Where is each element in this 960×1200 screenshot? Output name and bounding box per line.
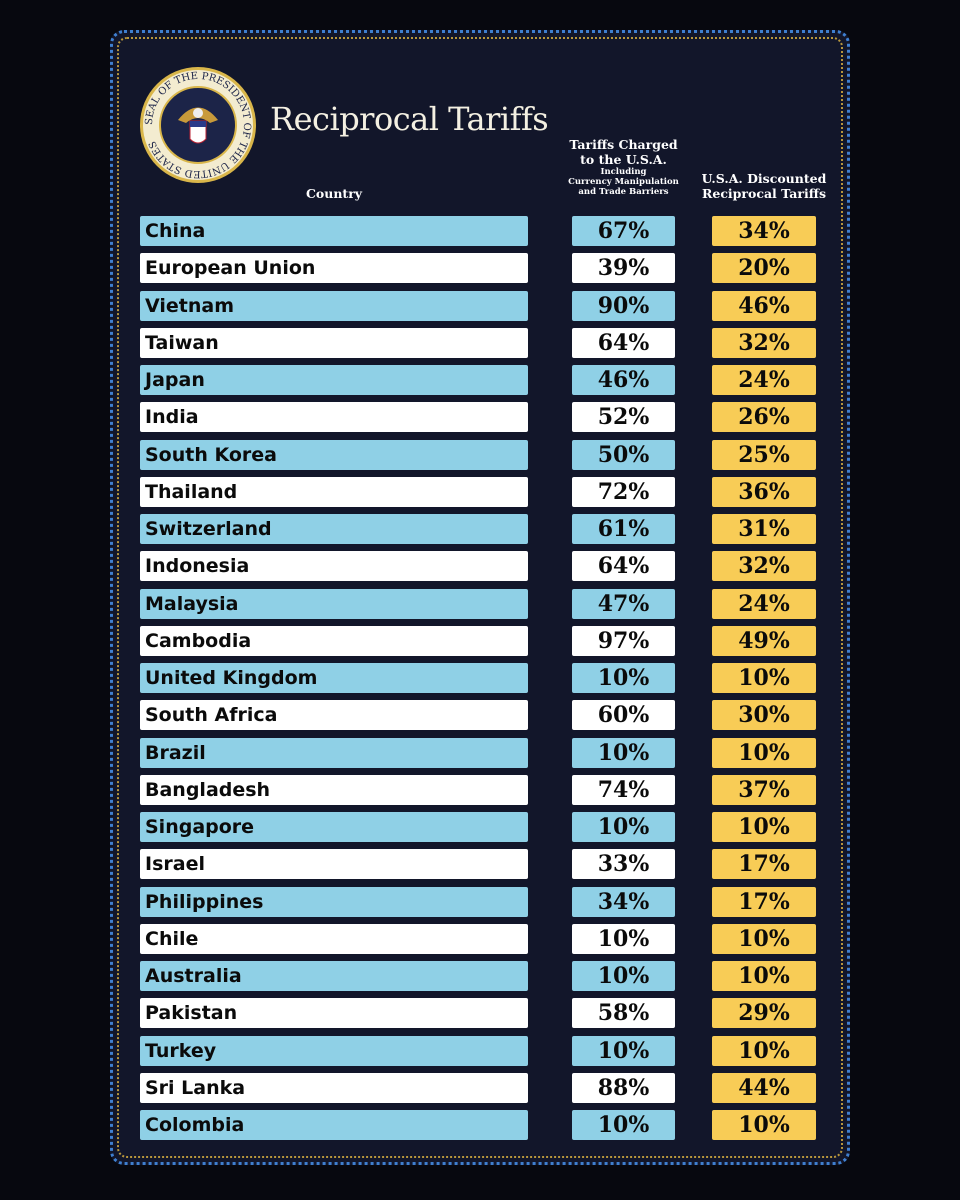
column-header: Reciprocal Tariffs: [701, 186, 826, 201]
tariff-cell: 20%: [712, 253, 816, 284]
tariff-cell: 10%: [572, 1110, 675, 1140]
tariff-cell: 34%: [712, 216, 816, 246]
tariff-cell: 10%: [712, 1035, 816, 1066]
tariff-cell: 64%: [572, 551, 675, 582]
tariff-cell: 46%: [712, 290, 816, 321]
country-cell: South Africa: [140, 700, 528, 731]
tariff-cell: 49%: [712, 625, 816, 656]
tariff-cell: 32%: [712, 327, 816, 358]
tariff-cell: 10%: [712, 961, 816, 991]
tariff-cell: 33%: [572, 849, 675, 880]
tariff-cell: 60%: [572, 700, 675, 731]
tariff-cell: 10%: [572, 663, 675, 693]
tariff-cell: 50%: [572, 439, 675, 470]
country-cell: Sri Lanka: [140, 1072, 528, 1103]
country-cell: Bangladesh: [140, 774, 528, 805]
tariff-cell: 10%: [572, 923, 675, 954]
country-cell: India: [140, 402, 528, 433]
tariff-cell: 97%: [572, 625, 675, 656]
tariff-cell: 31%: [712, 514, 816, 544]
tariff-cell: 39%: [572, 253, 675, 284]
country-cell: Pakistan: [140, 998, 528, 1029]
country-cell: Cambodia: [140, 625, 528, 656]
column-header: U.S.A. Discounted: [701, 171, 827, 186]
tariff-cell: 17%: [712, 849, 816, 880]
tariff-cell: 46%: [572, 365, 675, 395]
country-cell: Switzerland: [140, 514, 528, 544]
tariff-cell: 47%: [572, 588, 675, 619]
tariff-cell: 58%: [572, 998, 675, 1029]
tariff-cell: 10%: [572, 1035, 675, 1066]
tariff-cell: 10%: [712, 737, 816, 768]
tariff-cell: 44%: [712, 1072, 816, 1103]
country-cell: Brazil: [140, 737, 528, 768]
tariff-cell: 10%: [572, 961, 675, 991]
column-subheader: and Trade Barriers: [578, 187, 669, 197]
country-cell: Thailand: [140, 476, 528, 507]
tariff-cell: 10%: [712, 1110, 816, 1140]
country-cell: Turkey: [140, 1035, 528, 1066]
tariff-cell: 52%: [572, 402, 675, 433]
tariff-cell: 10%: [712, 923, 816, 954]
tariff-cell: 30%: [712, 700, 816, 731]
country-cell: Malaysia: [140, 588, 528, 619]
country-cell: Indonesia: [140, 551, 528, 582]
column-header: Tariffs Charged: [569, 137, 678, 152]
panel-inner-border: [117, 37, 843, 1158]
country-cell: South Korea: [140, 439, 528, 470]
tariff-cell: 88%: [572, 1072, 675, 1103]
country-cell: Vietnam: [140, 290, 528, 321]
tariff-cell: 90%: [572, 290, 675, 321]
tariff-cell: 61%: [572, 514, 675, 544]
country-cell: European Union: [140, 253, 528, 284]
column-subheader: Including: [600, 167, 647, 177]
tariff-cell: 24%: [712, 588, 816, 619]
tariff-cell: 10%: [572, 737, 675, 768]
tariff-cell: 10%: [712, 663, 816, 693]
tariff-cell: 10%: [572, 812, 675, 842]
title: Reciprocal Tariffs: [270, 100, 549, 138]
tariff-cell: 10%: [712, 812, 816, 842]
tariff-cell: 25%: [712, 439, 816, 470]
column-subheader: Currency Manipulation: [568, 177, 679, 187]
tariff-cell: 64%: [572, 327, 675, 358]
tariff-cell: 17%: [712, 886, 816, 917]
country-cell: Singapore: [140, 812, 528, 842]
tariff-cell: 24%: [712, 365, 816, 395]
tariff-cell: 72%: [572, 476, 675, 507]
presidential-seal: SEAL OF THE PRESIDENT OF THE UNITED STAT…: [140, 67, 256, 183]
country-cell: Israel: [140, 849, 528, 880]
country-cell: Australia: [140, 961, 528, 991]
tariff-cell: 37%: [712, 774, 816, 805]
column-header: Country: [305, 186, 363, 201]
tariff-cell: 67%: [572, 216, 675, 246]
country-cell: Philippines: [140, 886, 528, 917]
tariff-cell: 32%: [712, 551, 816, 582]
country-cell: Taiwan: [140, 327, 528, 358]
column-header: to the U.S.A.: [580, 152, 667, 167]
tariff-cell: 36%: [712, 476, 816, 507]
tariff-cell: 26%: [712, 402, 816, 433]
tariff-cell: 34%: [572, 886, 675, 917]
country-cell: United Kingdom: [140, 663, 528, 693]
country-cell: Colombia: [140, 1110, 528, 1140]
tariff-cell: 74%: [572, 774, 675, 805]
country-cell: Japan: [140, 365, 528, 395]
tariff-cell: 29%: [712, 998, 816, 1029]
country-cell: Chile: [140, 923, 528, 954]
country-cell: China: [140, 216, 528, 246]
